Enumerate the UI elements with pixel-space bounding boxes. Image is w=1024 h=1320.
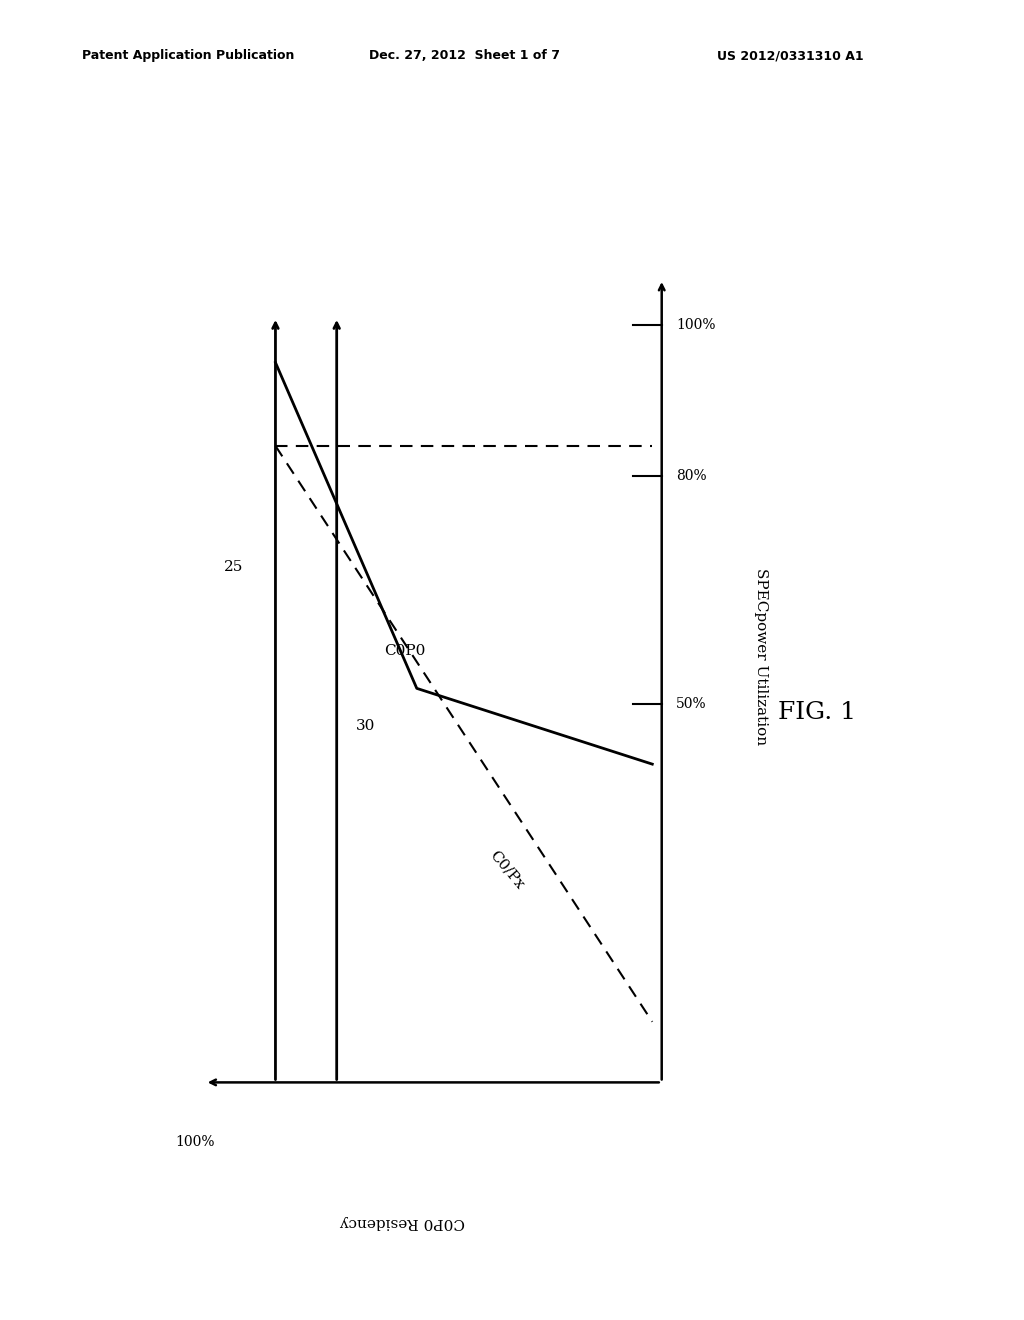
Text: C0P0 Residency: C0P0 Residency [340, 1214, 465, 1229]
Text: 100%: 100% [676, 318, 716, 331]
Text: C0P0: C0P0 [384, 644, 425, 659]
Text: Dec. 27, 2012  Sheet 1 of 7: Dec. 27, 2012 Sheet 1 of 7 [369, 49, 560, 62]
Text: 25: 25 [223, 560, 243, 574]
Text: FIG. 1: FIG. 1 [778, 701, 856, 725]
Text: 50%: 50% [676, 697, 707, 710]
Text: 30: 30 [355, 719, 375, 733]
Text: Patent Application Publication: Patent Application Publication [82, 49, 294, 62]
Text: 80%: 80% [676, 469, 707, 483]
Text: US 2012/0331310 A1: US 2012/0331310 A1 [717, 49, 863, 62]
Text: SPECpower Utilization: SPECpower Utilization [754, 569, 768, 746]
Text: 100%: 100% [176, 1135, 215, 1150]
Text: C0/Px: C0/Px [487, 849, 527, 892]
